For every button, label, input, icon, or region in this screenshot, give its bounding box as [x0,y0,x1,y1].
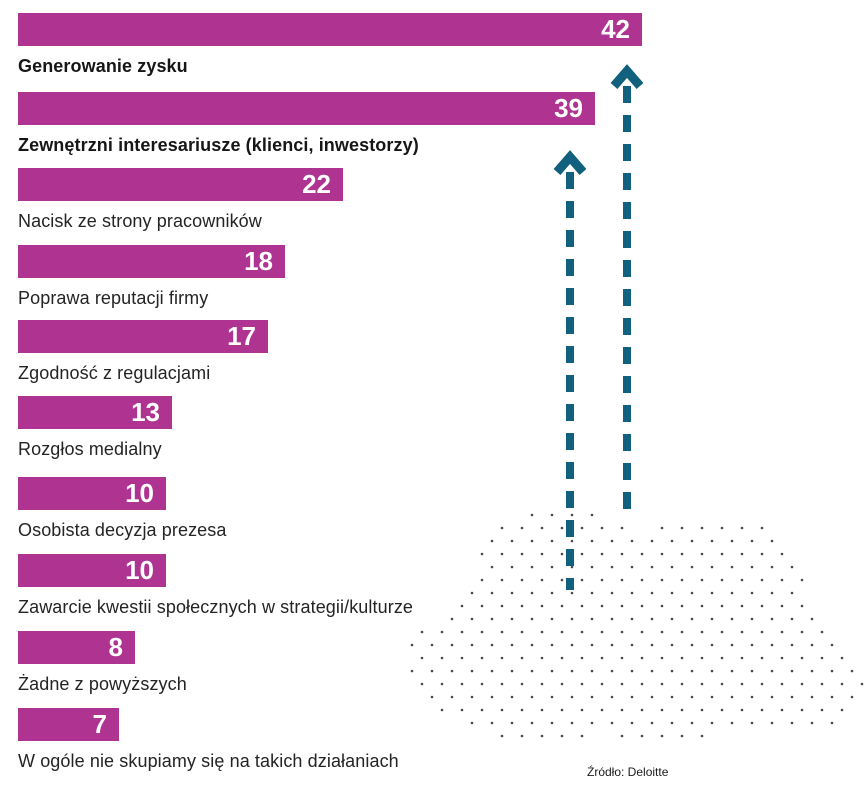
bar-label: Rozgłos medialny [18,439,162,459]
bar-label: Zewnętrzni interesariusze (klienci, inwe… [18,135,419,155]
bar-row: 39 Zewnętrzni interesariusze (klienci, in… [18,92,595,155]
bar-value: 10 [125,478,154,508]
bar: 39 [18,92,595,125]
dashed-up-arrow-icon [610,64,644,518]
bar-label: Nacisk ze strony pracowników [18,211,262,231]
bar-label: Poprawa reputacji firmy [18,288,209,308]
bar-row: 13 Rozgłos medialny [18,396,172,459]
bar: 17 [18,320,268,353]
bar-row: 42 Generowanie zysku [18,13,642,76]
bar-row: 17 Zgodność z regulacjami [18,320,268,383]
bar-label: Osobista decyzja prezesa [18,520,227,540]
bar-row: 7 W ogóle nie skupiamy się na takich dzia… [18,708,399,771]
bar-value: 7 [92,709,107,739]
bar: 13 [18,396,172,429]
bar: 18 [18,245,285,278]
bar-value: 8 [108,632,123,662]
bar-row: 8 Żadne z powyższych [18,631,187,694]
bar-row: 18 Poprawa reputacji firmy [18,245,285,308]
bar-value: 17 [227,321,256,351]
bar-value: 22 [302,169,331,199]
bar-label: Zawarcie kwestii społecznych w strategii… [18,597,414,617]
bar-row: 10 Osobista decyzja prezesa [18,477,226,540]
bar: 42 [18,13,642,46]
bar-label: W ogóle nie skupiamy się na takich dział… [18,751,399,771]
bar-value: 10 [125,555,154,585]
bar-row: 22 Nacisk ze strony pracowników [18,168,343,231]
bar-value: 13 [131,397,160,427]
dot-cloud-icon [410,513,864,738]
bar: 10 [18,554,166,587]
bar: 7 [18,708,119,741]
source-caption: Źródło: Deloitte [587,765,669,779]
bar-value: 39 [554,93,583,123]
bar-label: Zgodność z regulacjami [18,363,211,383]
bar: 22 [18,168,343,201]
bar-row: 10 Zawarcie kwestii społecznych w strateg… [18,554,413,617]
bar: 10 [18,477,166,510]
bar-value: 18 [244,246,273,276]
bar-label: Generowanie zysku [18,56,188,76]
bar-label: Żadne z powyższych [18,674,187,694]
bar-value: 42 [601,14,630,44]
dashed-up-arrow-icon [553,150,587,590]
bar: 8 [18,631,135,664]
